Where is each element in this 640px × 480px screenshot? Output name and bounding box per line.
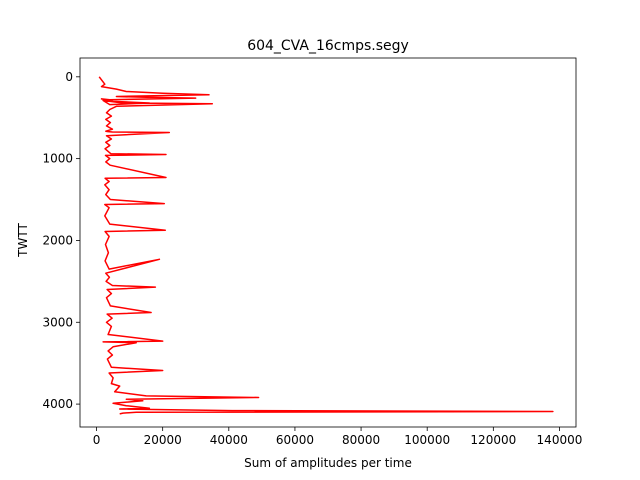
x-axis: 0 20000 40000 60000 80000 100000 120000 140000 xyxy=(93,427,583,447)
y-axis-label: TWTT xyxy=(16,223,30,258)
x-tick-label: 20000 xyxy=(144,433,182,447)
x-tick-label: 140000 xyxy=(537,433,583,447)
x-tick-label: 60000 xyxy=(276,433,314,447)
series-line xyxy=(98,76,554,415)
x-tick-label: 100000 xyxy=(404,433,450,447)
chart-title: 604_CVA_16cmps.segy xyxy=(247,38,409,54)
y-tick-label: 2000 xyxy=(42,233,73,247)
x-tick-label: 80000 xyxy=(342,433,380,447)
y-tick-label: 0 xyxy=(65,70,73,84)
x-axis-label: Sum of amplitudes per time xyxy=(244,456,412,470)
y-axis: 0 1000 2000 3000 4000 xyxy=(42,70,80,411)
plot-area xyxy=(98,76,554,415)
y-tick-label: 3000 xyxy=(42,315,73,329)
x-tick-label: 0 xyxy=(93,433,101,447)
x-tick-label: 40000 xyxy=(210,433,248,447)
plot-frame xyxy=(79,57,577,428)
x-tick-label: 120000 xyxy=(470,433,516,447)
y-tick-label: 1000 xyxy=(42,152,73,166)
y-tick-label: 4000 xyxy=(42,397,73,411)
